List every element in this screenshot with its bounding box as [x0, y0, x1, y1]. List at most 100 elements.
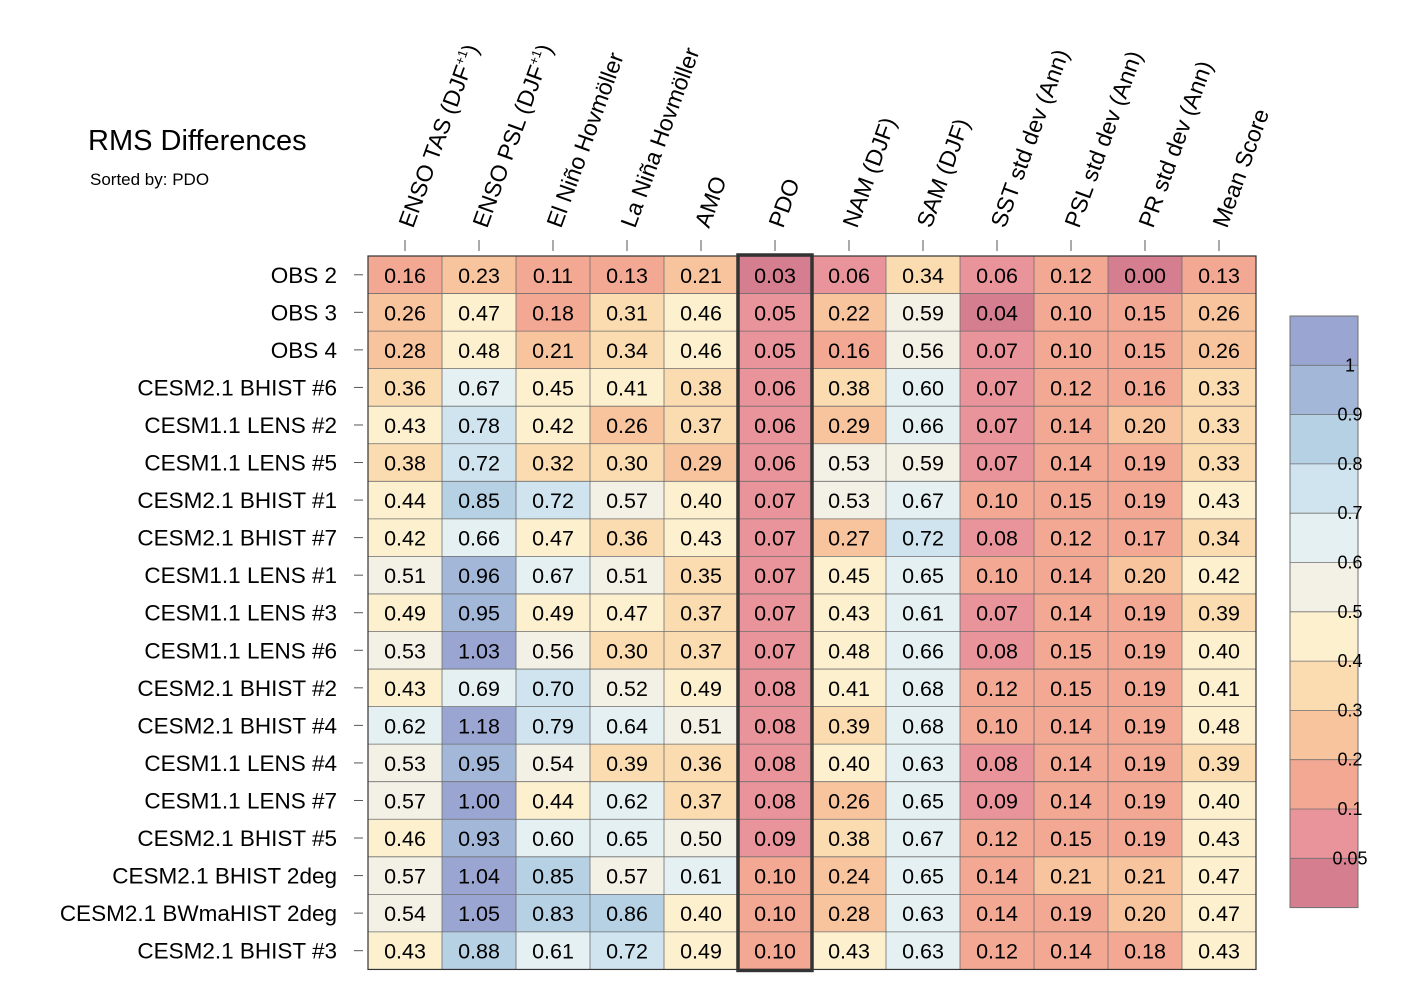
heatmap-cell	[368, 368, 442, 407]
heatmap-cell	[368, 256, 442, 294]
cell-value: 0.19	[1124, 827, 1166, 851]
cell-value: 0.08	[754, 752, 796, 776]
cell-value: 0.39	[606, 752, 648, 776]
cell-value: 0.10	[1050, 339, 1092, 363]
heatmap-cell	[368, 293, 442, 332]
cell-value: 0.15	[1124, 301, 1166, 325]
column-label-el-ni-o-hovm-ller: El Niño Hovmöller	[541, 49, 628, 231]
heatmap-cell	[590, 894, 664, 932]
cell-value: 0.06	[828, 264, 870, 288]
cell-value: 0.20	[1124, 414, 1166, 438]
heatmap-cell	[812, 481, 886, 519]
row-label-cesm1-1-lens-3: CESM1.1 LENS #3	[144, 601, 337, 626]
heatmap-cell	[960, 931, 1034, 970]
heatmap-cell	[960, 593, 1034, 632]
cell-value: 0.07	[754, 564, 796, 588]
heatmap-cell	[516, 894, 590, 932]
cell-value: 0.78	[458, 414, 500, 438]
chart-title: RMS Differences	[88, 125, 307, 157]
cell-value: 0.07	[754, 602, 796, 626]
heatmap-cell	[516, 781, 590, 820]
heatmap-cell	[664, 669, 738, 707]
row-label-cesm1-1-lens-5: CESM1.1 LENS #5	[144, 451, 337, 476]
heatmap-cell	[960, 706, 1034, 745]
cell-value: 1.04	[458, 865, 500, 889]
row-label-cesm2-1-bhist-6: CESM2.1 BHIST #6	[137, 375, 337, 400]
heatmap-cell	[960, 368, 1034, 407]
heatmap-cell	[664, 744, 738, 782]
row-label-cesm2-1-bhist-1: CESM2.1 BHIST #1	[137, 488, 337, 513]
heatmap-cell	[442, 406, 516, 444]
cell-value: 0.67	[902, 827, 944, 851]
cell-value: 0.21	[1050, 865, 1092, 889]
cell-value: 1.18	[458, 714, 500, 738]
heatmap-cell	[1182, 631, 1256, 670]
cell-value: 0.38	[828, 376, 870, 400]
heatmap-cell	[368, 406, 442, 444]
cell-value: 0.43	[384, 414, 426, 438]
cell-value: 0.23	[458, 264, 500, 288]
heatmap-cell	[368, 518, 442, 557]
heatmap-cell	[664, 256, 738, 294]
heatmap-cell	[1034, 481, 1108, 519]
cell-value: 0.61	[532, 940, 574, 964]
heatmap-cell	[812, 256, 886, 294]
heatmap-cell	[1034, 856, 1108, 895]
heatmap-cell	[368, 781, 442, 820]
cell-value: 0.35	[680, 564, 722, 588]
heatmap-cell	[368, 556, 442, 594]
heatmap-cell	[812, 293, 886, 332]
cell-value: 0.67	[532, 564, 574, 588]
heatmap-cell	[886, 894, 960, 932]
cell-value: 0.96	[458, 564, 500, 588]
cell-value: 0.95	[458, 602, 500, 626]
cell-value: 0.22	[828, 301, 870, 325]
row-label-cesm2-1-bhist-2: CESM2.1 BHIST #2	[137, 676, 337, 701]
heatmap-cell	[516, 293, 590, 332]
heatmap-cell	[738, 744, 812, 782]
cell-value: 0.19	[1124, 789, 1166, 813]
cell-value: 0.14	[1050, 940, 1092, 964]
cell-value: 0.53	[384, 752, 426, 776]
heatmap-cell	[1108, 669, 1182, 707]
cell-value: 0.10	[754, 902, 796, 926]
heatmap-cell	[590, 256, 664, 294]
heatmap-cell	[368, 669, 442, 707]
cell-value: 0.43	[1198, 489, 1240, 513]
cell-value: 0.26	[384, 301, 426, 325]
heatmap-cell	[812, 819, 886, 857]
cell-value: 0.47	[1198, 865, 1240, 889]
cell-value: 0.19	[1124, 639, 1166, 663]
heatmap-cell	[590, 481, 664, 519]
heatmap-cell	[590, 406, 664, 444]
heatmap-cell	[442, 518, 516, 557]
chart-subtitle: Sorted by: PDO	[90, 170, 210, 189]
cell-value: 0.42	[532, 414, 574, 438]
cell-value: 0.16	[1124, 376, 1166, 400]
cell-value: 0.69	[458, 677, 500, 701]
heatmap-cell	[1182, 443, 1256, 482]
heatmap-cell	[738, 256, 812, 294]
cell-value: 0.24	[828, 865, 870, 889]
column-label-amo: AMO	[689, 173, 731, 231]
cell-value: 0.50	[680, 827, 722, 851]
heatmap-cell	[664, 894, 738, 932]
heatmap-cell	[960, 856, 1034, 895]
column-label-sam-djf: SAM (DJF)	[911, 115, 974, 231]
cell-value: 0.33	[1198, 376, 1240, 400]
heatmap-cell	[368, 443, 442, 482]
heatmap-cell	[738, 931, 812, 970]
heatmap-cell	[1182, 481, 1256, 519]
heatmap-cell	[368, 631, 442, 670]
heatmap-cell	[1108, 368, 1182, 407]
colorbar-label: 0.3	[1337, 700, 1362, 720]
heatmap-cell	[960, 894, 1034, 932]
cell-value: 0.07	[976, 452, 1018, 476]
cell-value: 0.43	[680, 527, 722, 551]
heatmap-cell	[812, 931, 886, 970]
row-label-cesm1-1-lens-2: CESM1.1 LENS #2	[144, 413, 337, 438]
cell-value: 0.40	[680, 489, 722, 513]
cell-value: 0.43	[828, 602, 870, 626]
heatmap-cell	[812, 781, 886, 820]
